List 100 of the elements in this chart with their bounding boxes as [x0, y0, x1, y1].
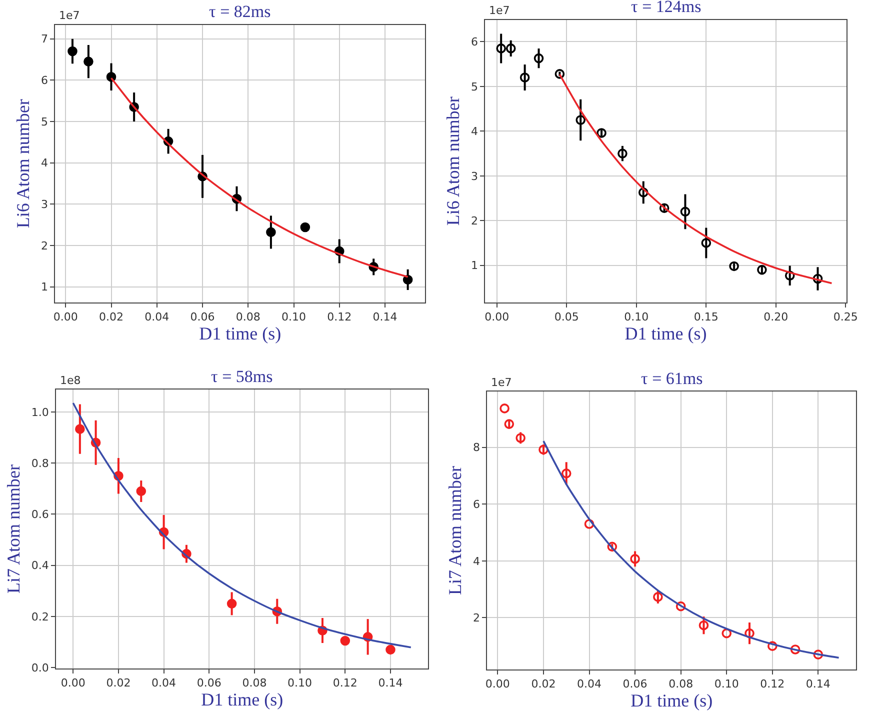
x-tick-label: 0.00	[485, 678, 510, 691]
x-tick-label: 0.02	[531, 678, 556, 691]
y-tick-label: 0.6	[31, 508, 49, 522]
x-tick-label: 0.14	[806, 678, 830, 691]
point	[534, 53, 544, 64]
point	[516, 433, 526, 443]
x-tick-label: 0.25	[833, 310, 858, 324]
x-tick-label: 0.04	[577, 678, 602, 691]
point	[653, 592, 663, 602]
x-tick-label: 0.10	[282, 310, 306, 324]
y-axis-title: Li6 Atom number	[13, 99, 34, 228]
y-tick-label: 6	[40, 74, 48, 88]
y-tick-label: 3	[470, 170, 478, 183]
point	[701, 238, 712, 248]
y-axis-title: Li7 Atom number	[4, 464, 24, 594]
x-axis-title: D1 time (s)	[199, 324, 282, 344]
point	[638, 188, 648, 198]
point	[226, 598, 237, 609]
y-tick-label: 1.0	[31, 406, 49, 419]
x-tick-label: 0.04	[144, 310, 170, 324]
y-tick-label: 2	[472, 612, 480, 625]
point	[136, 486, 146, 496]
x-tick-label: 0.06	[190, 310, 215, 324]
x-tick-label: 0.06	[622, 678, 648, 691]
y-tick-label: 1	[40, 280, 48, 294]
y-tick-label: 5	[40, 115, 48, 128]
y-tick-label: 6	[470, 36, 478, 49]
y-tick-label: 1	[470, 259, 478, 272]
x-tick-label: 0.12	[332, 676, 358, 690]
x-axis-title: D1 time (s)	[630, 690, 713, 711]
point	[744, 628, 754, 638]
x-tick-label: 0.14	[372, 310, 398, 324]
x-tick-label: 0.08	[236, 310, 260, 324]
y-tick-label: 5	[470, 80, 478, 94]
x-tick-label: 0.00	[60, 676, 86, 690]
x-tick-label: 0.10	[624, 310, 649, 324]
y-tick-label: 0.0	[31, 661, 49, 674]
y-tick-label: 4	[472, 554, 480, 568]
chart-title: τ = 61ms	[641, 369, 703, 388]
y-tick-label: 2	[40, 239, 48, 252]
x-tick-label: 0.14	[378, 676, 403, 690]
chart-title: τ = 124ms	[631, 0, 702, 16]
x-tick-label: 0.00	[53, 310, 78, 324]
point	[784, 270, 795, 281]
x-tick-label: 0.02	[106, 676, 131, 690]
x-tick-label: 0.15	[694, 310, 718, 324]
x-tick-label: 0.10	[714, 678, 739, 691]
point	[659, 203, 670, 213]
x-tick-label: 0.02	[99, 310, 124, 324]
point	[790, 644, 800, 654]
x-tick-label: 0.08	[242, 676, 267, 690]
x-tick-label: 0.10	[288, 676, 312, 690]
point	[266, 227, 276, 238]
text: 1e7	[59, 9, 80, 22]
x-tick-label: 0.08	[668, 678, 694, 691]
point	[676, 601, 686, 612]
point	[340, 636, 350, 646]
x-tick-label: 0.00	[484, 310, 510, 324]
point	[757, 264, 767, 275]
point	[813, 650, 824, 660]
chart-title: τ = 58ms	[211, 367, 273, 386]
chart-title: τ = 82ms	[209, 2, 271, 21]
point	[596, 128, 606, 138]
y-tick-label: 2	[470, 214, 478, 228]
x-tick-label: 0.12	[760, 678, 785, 691]
y-tick-label: 3	[40, 198, 48, 211]
point	[300, 222, 310, 232]
y-axis-title: Li6 Atom number	[443, 96, 464, 226]
y-tick-label: 0.4	[31, 559, 49, 572]
point	[538, 444, 548, 455]
y-tick-label: 8	[472, 441, 480, 454]
y-tick-label: 4	[470, 125, 478, 138]
x-axis-title: D1 time (s)	[201, 690, 284, 710]
text: 1e7	[491, 376, 512, 389]
x-tick-label: 0.05	[554, 310, 579, 324]
point	[680, 206, 690, 217]
point	[630, 554, 640, 564]
point	[561, 468, 572, 478]
x-tick-label: 0.20	[764, 310, 788, 324]
y-tick-label: 4	[40, 156, 48, 170]
y-tick-label: 0.8	[31, 456, 49, 470]
point	[520, 72, 530, 82]
point	[68, 46, 78, 56]
point	[506, 44, 516, 54]
x-tick-label: 0.06	[196, 676, 222, 690]
point	[386, 644, 396, 655]
point	[698, 620, 709, 630]
point	[576, 115, 586, 125]
point	[84, 56, 94, 66]
point	[496, 44, 506, 54]
x-tick-label: 0.04	[152, 676, 176, 690]
y-tick-label: 7	[40, 32, 48, 46]
point	[729, 261, 739, 272]
point	[722, 628, 732, 638]
point	[812, 274, 823, 284]
point	[500, 404, 510, 414]
y-tick-label: 0.2	[31, 610, 49, 624]
point	[584, 519, 594, 529]
point	[768, 641, 778, 651]
point	[504, 419, 514, 429]
